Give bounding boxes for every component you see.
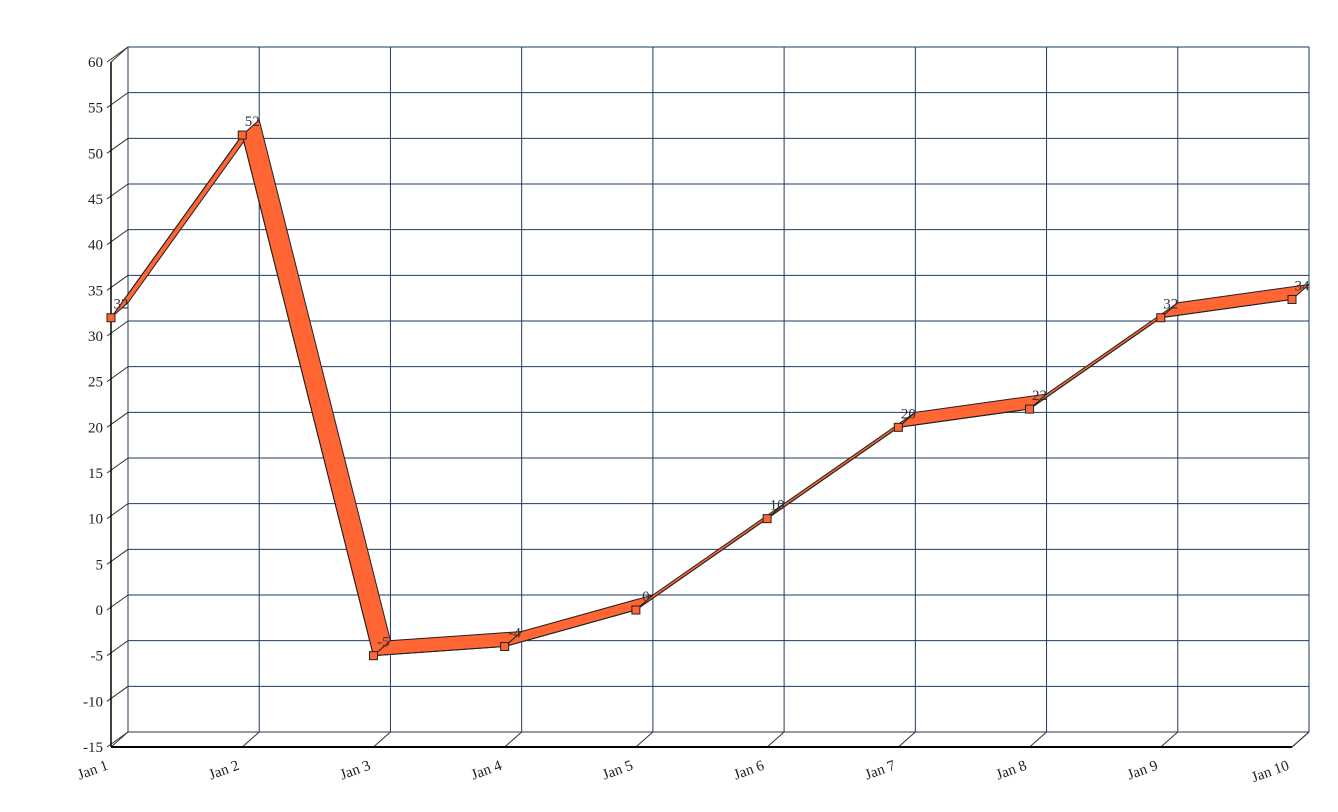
marker — [893, 422, 903, 432]
y-tick-label: 5 — [96, 557, 104, 573]
tick-mark — [106, 594, 129, 611]
tick-mark — [106, 92, 129, 109]
marker — [237, 130, 247, 140]
tick-mark — [106, 503, 129, 520]
marker — [762, 514, 772, 524]
y-tick-label: 25 — [88, 375, 103, 391]
tick-mark — [106, 731, 129, 748]
tick-mark — [106, 137, 129, 154]
marker — [631, 605, 641, 615]
x-tick-label: Jan 3 — [338, 758, 373, 784]
tick-mark — [106, 548, 129, 565]
value-label: -5 — [377, 635, 390, 651]
y-tick-label: 0 — [96, 603, 104, 619]
floor-line — [766, 731, 785, 748]
floor-line — [898, 731, 916, 748]
marker — [106, 313, 116, 323]
x-tick-label: Jan 5 — [600, 758, 635, 784]
y-tick-label: 30 — [88, 329, 103, 345]
value-label: 10 — [770, 498, 785, 514]
y-tick-label: -5 — [91, 649, 104, 665]
ribbon-segment — [504, 594, 654, 648]
value-label: 34 — [1295, 278, 1311, 294]
ribbon-segment — [110, 119, 260, 319]
tick-mark — [106, 411, 129, 428]
marker — [1287, 294, 1297, 304]
y-axis-back — [110, 46, 129, 63]
tick-mark — [106, 229, 129, 246]
value-label: 52 — [245, 114, 260, 130]
value-label: 20 — [901, 406, 916, 422]
tick-mark — [106, 274, 129, 291]
marker — [1156, 313, 1166, 323]
y-tick-label: 50 — [88, 146, 103, 162]
y-tick-label: 60 — [88, 55, 103, 71]
floor-line — [1029, 731, 1047, 748]
ribbon-segment — [372, 631, 523, 657]
x-tick-label: Jan 2 — [207, 758, 242, 784]
value-label: -4 — [508, 626, 521, 642]
marker — [500, 642, 510, 652]
floor-line — [241, 731, 260, 748]
x-tick-label: Jan 4 — [469, 758, 504, 784]
y-tick-label: 20 — [88, 420, 103, 436]
y-tick-label: 35 — [88, 283, 103, 299]
tick-mark — [106, 320, 129, 337]
y-tick-label: -15 — [83, 740, 103, 756]
x-tick-label: Jan 7 — [863, 758, 898, 784]
marker — [368, 651, 378, 661]
tick-mark — [106, 183, 129, 200]
value-label: 32 — [114, 297, 129, 313]
y-tick-label: 15 — [88, 466, 103, 482]
marker — [1025, 404, 1035, 414]
y-tick-label: 55 — [88, 101, 103, 117]
ribbon-segment — [1160, 283, 1310, 319]
y-tick-label: 45 — [88, 192, 103, 208]
x-tick-label: Jan 9 — [1125, 758, 1160, 784]
x-tick-label: Jan 10 — [1249, 758, 1291, 786]
y-tick-label: 10 — [88, 512, 103, 528]
floor-line — [1160, 731, 1179, 748]
x-tick-label: Jan 8 — [994, 758, 1029, 784]
value-label: 0 — [642, 589, 650, 605]
line — [110, 133, 1293, 657]
ribbon-segment — [241, 119, 391, 657]
value-label: 32 — [1163, 297, 1178, 313]
y-tick-label: -10 — [83, 694, 103, 710]
floor-line — [373, 731, 391, 748]
y-tick-label: 40 — [88, 238, 103, 254]
tick-mark — [106, 685, 129, 702]
tick-mark — [106, 640, 129, 657]
floor-line — [635, 731, 654, 748]
x-tick-label: Jan 6 — [732, 758, 767, 784]
x-tick-label: Jan 1 — [76, 758, 111, 784]
floor-line — [504, 731, 522, 748]
x-axis-end — [1291, 731, 1310, 748]
tick-mark — [106, 457, 129, 474]
tick-mark — [106, 366, 129, 383]
ribbon-segment — [897, 393, 1048, 428]
value-label: 22 — [1032, 388, 1047, 404]
